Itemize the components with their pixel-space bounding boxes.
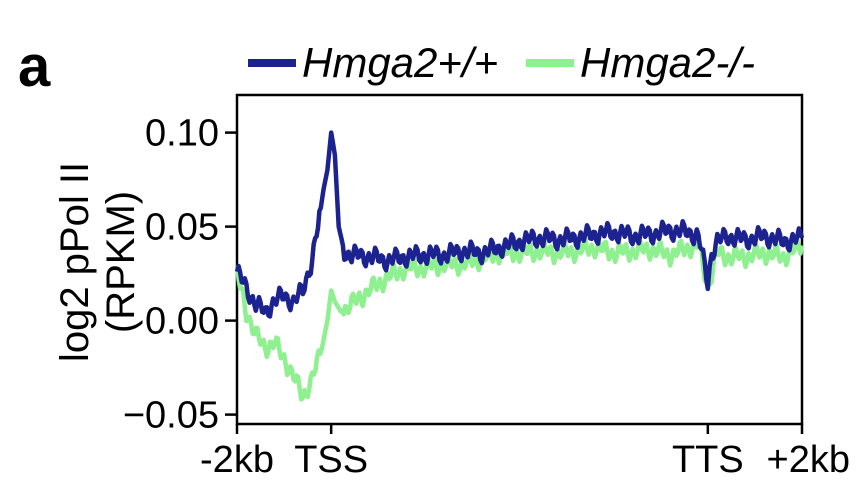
legend-label-0: Hmga2+/+ [302,39,498,86]
y-axis: 0.10 0.05 0.00 −0.05 [123,113,237,437]
y-tick-label: 0.05 [145,207,219,249]
y-tick-label: 0.00 [145,301,219,343]
x-tick-label: TSS [294,439,368,481]
series-line-0 [234,130,805,319]
y-tick-label: 0.10 [145,113,219,155]
y-axis-label-line1: log2 pPol II [53,162,97,362]
series-line-1 [234,237,805,402]
x-axis: -2kb TSS TTS +2kb [200,424,850,481]
series-layer [234,130,805,402]
plot-frame [235,93,804,426]
x-tick-label: -2kb [200,439,274,481]
y-tick-label: −0.05 [123,395,219,437]
legend: Hmga2+/+ Hmga2-/- [248,39,755,86]
legend-label-1: Hmga2-/- [580,39,755,86]
x-tick-label: +2kb [767,439,850,481]
y-axis-label: log2 pPol II (RPKM) [53,162,143,362]
y-axis-label-line2: (RPKM) [99,191,143,333]
panel-label: a [18,34,51,99]
x-tick-label: TTS [672,439,744,481]
